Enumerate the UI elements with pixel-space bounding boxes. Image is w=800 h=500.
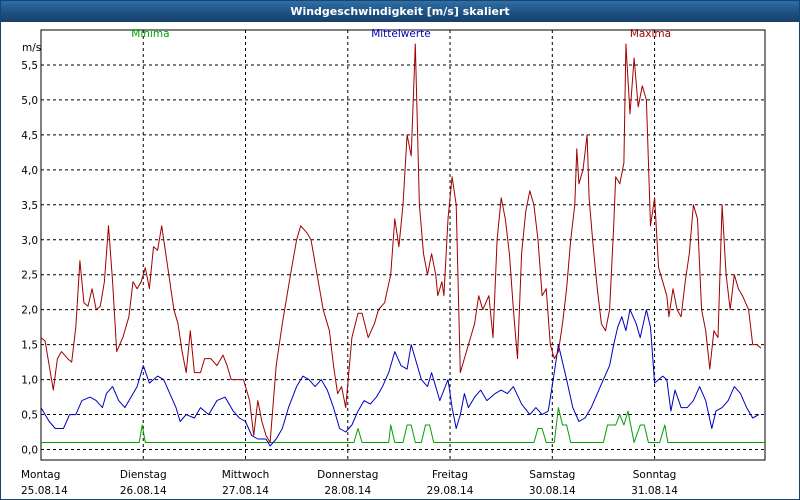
x-date-label: 31.08.14 — [631, 485, 678, 497]
y-tick-label: 3,5 — [21, 200, 38, 212]
wind-speed-chart: 0,0 0,5 1,0 1,5 2,0 2,5 3,0 3,5 4,0 4,5 5,0 5,5 Mont… — [21, 28, 766, 497]
y-tick-label: 0,5 — [21, 410, 38, 422]
y-tick-label: 4,0 — [21, 165, 38, 177]
y-tick-label: 4,5 — [21, 130, 38, 142]
legend-maxima: Maxima — [630, 28, 671, 40]
y-tick-label: 3,0 — [21, 235, 38, 247]
y-tick-label: 2,0 — [21, 305, 38, 317]
x-date-label: 25.08.14 — [21, 485, 68, 497]
x-date-label: 30.08.14 — [529, 485, 576, 497]
series-minima-line — [41, 407, 765, 443]
axis-labels: 0,0 0,5 1,0 1,5 2,0 2,5 3,0 3,5 4,0 4,5 5,0 5,5 Mont… — [21, 60, 678, 497]
x-day-label: Freitag — [432, 469, 468, 481]
x-day-label: Dienstag — [120, 469, 167, 481]
y-tick-label: 1,5 — [21, 340, 38, 352]
x-date-label: 28.08.14 — [324, 485, 371, 497]
legend-mittelwerte: Mittelwerte — [371, 28, 431, 40]
y-tick-label: 5,5 — [21, 60, 38, 72]
legend-minima: Minima — [131, 28, 169, 40]
grid-lines — [41, 30, 765, 460]
y-tick-label: 5,0 — [21, 95, 38, 107]
x-day-label: Donnerstag — [317, 469, 378, 481]
plot-area-border — [40, 29, 766, 461]
y-tick-label: 1,0 — [21, 375, 38, 387]
y-axis-unit-label: m/s — [22, 42, 41, 54]
x-day-label: Samstag — [529, 469, 575, 481]
x-day-label: Sonntag — [633, 469, 677, 481]
x-date-label: 26.08.14 — [120, 485, 167, 497]
series-mittelwerte-line — [40, 309, 760, 447]
x-day-label: Montag — [21, 469, 60, 481]
y-tick-label: 0,0 — [21, 445, 38, 457]
x-day-label: Mittwoch — [222, 469, 270, 481]
x-date-label: 29.08.14 — [427, 485, 474, 497]
window-title: Windgeschwindigkeit [m/s] skaliert — [1, 1, 799, 22]
series-lines — [40, 43, 765, 447]
y-tick-label: 2,5 — [21, 270, 38, 282]
x-date-label: 27.08.14 — [222, 485, 269, 497]
series-maxima-line — [40, 43, 762, 443]
